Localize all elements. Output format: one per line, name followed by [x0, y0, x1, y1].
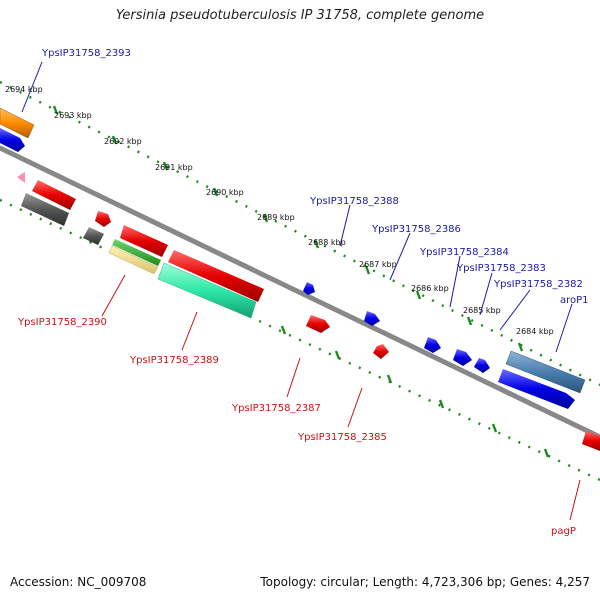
genome-backbone — [0, 145, 600, 440]
scale-label: 2686 kbp — [411, 284, 449, 293]
scale-ticks-inner — [0, 198, 600, 482]
major-ticks-outer — [52, 105, 524, 352]
scale-label: 2692 kbp — [104, 137, 142, 146]
gene-label: YpsIP31758_2390 — [17, 317, 107, 328]
scale-label: 2684 kbp — [516, 327, 554, 336]
gene-feature — [95, 211, 111, 227]
gene-feature — [168, 250, 264, 302]
forward-genes — [0, 107, 586, 409]
scale-label: 2685 kbp — [463, 306, 501, 315]
gene-feature — [582, 431, 600, 451]
gene-feature — [303, 282, 315, 295]
gene-label: YpsIP31758_2389 — [129, 355, 219, 366]
scale-label: 2691 kbp — [155, 163, 193, 172]
label-leaders — [21, 61, 581, 521]
gene-feature — [306, 315, 330, 333]
gene-label: YpsIP31758_2385 — [297, 432, 387, 443]
gene-label: YpsIP31758_2393 — [41, 48, 131, 59]
gene-feature — [373, 344, 389, 359]
gene-label: YpsIP31758_2386 — [371, 224, 461, 235]
scale-label: 2690 kbp — [206, 188, 244, 197]
scale-labels: 2694 kbp 2693 kbp 2692 kbp 2691 kbp 2690… — [5, 85, 554, 336]
gene-feature — [0, 107, 35, 139]
gene-label: YpsIP31758_2388 — [309, 196, 399, 207]
gene-feature — [21, 193, 69, 226]
gene-label: pagP — [551, 526, 576, 537]
accession-text: Accession: NC_009708 — [10, 575, 147, 589]
gene-feature — [505, 350, 586, 394]
scale-label: 2687 kbp — [359, 260, 397, 269]
gene-feature — [17, 172, 25, 183]
scale-label: 2694 kbp — [5, 85, 43, 94]
map-title: Yersinia pseudotuberculosis IP 31758, co… — [115, 8, 485, 23]
gene-feature — [108, 245, 159, 275]
gene-feature — [83, 227, 104, 245]
gene-feature — [157, 262, 257, 319]
reverse-gene-labels: YpsIP31758_2390 YpsIP31758_2389 YpsIP317… — [17, 317, 576, 537]
gene-feature — [453, 349, 472, 366]
forward-gene-labels: YpsIP31758_2393 YpsIP31758_2388 YpsIP317… — [41, 48, 589, 306]
gene-feature — [364, 311, 380, 326]
gene-label: YpsIP31758_2382 — [493, 279, 583, 290]
gene-label: aroP1 — [560, 295, 589, 306]
gene-label: YpsIP31758_2387 — [231, 403, 321, 414]
gene-feature — [0, 128, 25, 152]
genome-summary-text: Topology: circular; Length: 4,723,306 bp… — [260, 575, 590, 589]
gene-feature — [424, 337, 441, 353]
gene-label: YpsIP31758_2384 — [419, 247, 509, 258]
scale-label: 2689 kbp — [257, 213, 295, 222]
gene-feature — [32, 180, 76, 210]
gene-feature — [498, 369, 575, 409]
reverse-genes — [17, 172, 600, 451]
gene-feature — [120, 225, 168, 257]
gene-label: YpsIP31758_2383 — [456, 263, 546, 274]
gene-feature — [474, 358, 490, 373]
gene-feature — [112, 239, 161, 266]
scale-label: 2693 kbp — [54, 111, 92, 120]
scale-label: 2688 kbp — [308, 238, 346, 247]
